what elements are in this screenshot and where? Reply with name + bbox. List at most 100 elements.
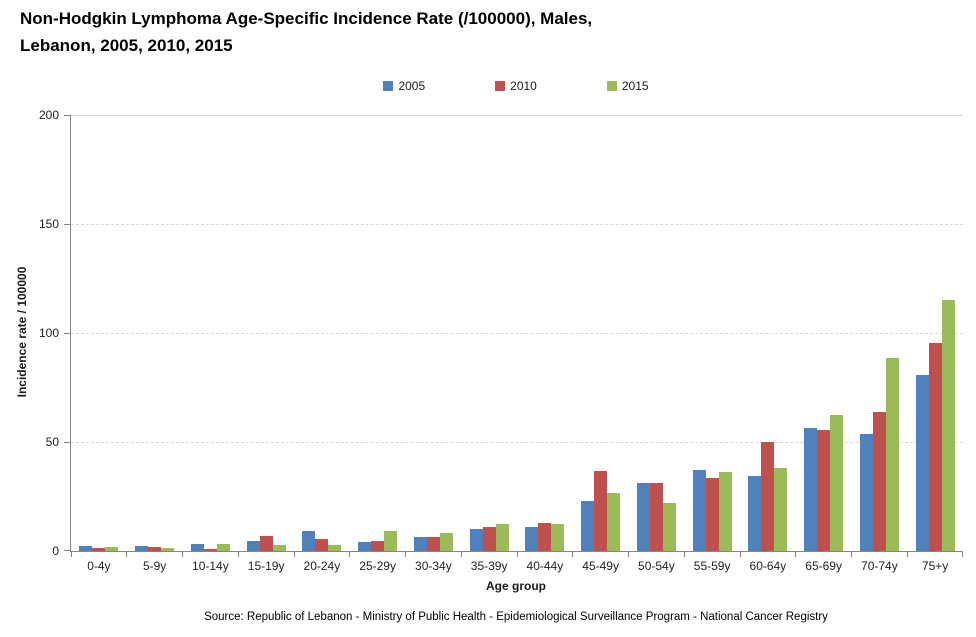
x-axis-title: Age group — [486, 579, 546, 593]
bar-2005-65-69y — [804, 427, 818, 551]
bar-2010-30-34y — [426, 536, 440, 551]
x-axis-label-15-19y: 15-19y — [247, 559, 285, 573]
x-axis-label-50-54y: 50-54y — [638, 559, 675, 573]
x-axis-label-10-14y: 10-14y — [192, 559, 229, 573]
bar-2010-35-39y — [482, 527, 496, 551]
bar-2005-0-4y — [79, 546, 93, 551]
x-axis-tick — [628, 552, 629, 557]
legend: 2005 2010 2015 — [70, 79, 962, 93]
bar-2015-60-64y — [774, 467, 788, 551]
bar-group-35-39y — [469, 523, 509, 551]
legend-swatch-2005 — [383, 81, 394, 91]
bar-2015-55-59y — [718, 471, 732, 551]
bar-group-20-24y — [302, 530, 342, 551]
x-axis-tick — [70, 552, 72, 557]
bar-2015-10-14y — [216, 544, 230, 551]
bar-2010-75+y — [928, 343, 942, 551]
bar-2010-25-29y — [371, 540, 385, 551]
bar-group-75+y — [915, 299, 955, 551]
x-axis-tick — [349, 552, 351, 557]
bar-2015-5-9y — [161, 548, 175, 551]
bar-2005-50-54y — [636, 483, 650, 551]
bar-2005-45-49y — [581, 501, 595, 551]
x-axis-tick — [126, 552, 128, 557]
bar-2010-50-54y — [649, 483, 663, 551]
chart-title-line1: Non-Hodgkin Lymphoma Age-Specific Incide… — [20, 9, 593, 28]
x-axis-tick — [851, 552, 852, 557]
y-axis-tick — [64, 550, 70, 551]
bar-2015-65-69y — [830, 415, 844, 551]
bar-2005-25-29y — [358, 542, 372, 551]
bar-2005-15-19y — [246, 541, 260, 551]
bar-2010-0-4y — [92, 548, 106, 551]
legend-item-2015: 2015 — [606, 79, 649, 93]
bar-2005-70-74y — [859, 434, 873, 551]
bar-2010-40-44y — [538, 522, 552, 551]
legend-label-2015: 2015 — [621, 79, 649, 93]
bar-group-50-54y — [636, 483, 676, 551]
x-axis-label-55-59y: 55-59y — [693, 559, 731, 573]
x-axis-label-25-29y: 25-29y — [359, 559, 396, 573]
bar-group-65-69y — [804, 415, 844, 551]
y-axis-tick-label: 0 — [52, 544, 59, 558]
bar-2005-30-34y — [413, 537, 427, 551]
chart-title: Non-Hodgkin Lymphoma Age-Specific Incide… — [20, 5, 592, 59]
x-axis-label-60-64y: 60-64y — [749, 559, 787, 573]
x-axis-tick — [572, 552, 574, 557]
bar-group-70-74y — [859, 357, 899, 551]
chart-title-line2: Lebanon, 2005, 2010, 2015 — [20, 36, 233, 55]
bar-2010-70-74y — [872, 412, 886, 551]
gridline-100 — [71, 332, 963, 334]
x-axis-label-20-24y: 20-24y — [303, 559, 341, 573]
bar-2010-45-49y — [594, 471, 608, 551]
legend-item-2005: 2005 — [383, 79, 425, 93]
bar-2015-35-39y — [495, 523, 509, 551]
x-axis-tick — [237, 552, 239, 557]
bar-2015-25-29y — [384, 531, 398, 551]
x-axis-label-45-49y: 45-49y — [582, 559, 619, 573]
x-axis-label-0-4y: 0-4y — [87, 559, 111, 573]
bar-2010-60-64y — [761, 442, 775, 551]
x-axis-tick — [516, 552, 518, 557]
bar-group-55-59y — [692, 470, 732, 551]
legend-label-2010: 2010 — [510, 79, 537, 93]
bar-2015-30-34y — [439, 533, 453, 551]
plot-area: 0 50 100 150 200 0-4y 5-9y 10-14y 15-19y 20-24y 25… — [39, 108, 963, 573]
bar-2015-40-44y — [551, 524, 565, 551]
legend-item-2010: 2010 — [495, 79, 537, 93]
bar-group-15-19y — [246, 536, 286, 551]
x-axis-label-35-39y: 35-39y — [470, 559, 508, 573]
x-axis-tick — [460, 552, 462, 557]
source-text: Source: Republic of Lebanon - Ministry o… — [204, 611, 828, 623]
bar-group-10-14y — [190, 544, 230, 551]
x-axis-tick — [293, 552, 295, 557]
bar-2005-5-9y — [135, 545, 149, 551]
bar-2015-45-49y — [607, 493, 621, 551]
x-axis-tick — [405, 552, 406, 557]
bar-2005-40-44y — [525, 527, 539, 551]
legend-label-2005: 2005 — [398, 79, 426, 93]
bar-group-60-64y — [748, 442, 788, 551]
bar-2015-20-24y — [328, 544, 342, 551]
x-axis-label-5-9y: 5-9y — [142, 559, 167, 573]
x-axis-label-40-44y: 40-44y — [526, 559, 564, 573]
y-axis-tick-label: 50 — [45, 435, 59, 449]
y-axis-tick-label: 200 — [38, 108, 59, 122]
bar-2015-15-19y — [272, 544, 286, 551]
x-axis-tick — [182, 552, 183, 557]
bar-2015-70-74y — [885, 357, 899, 551]
bar-2010-10-14y — [203, 549, 217, 551]
x-axis-label-75+y: 75+y — [921, 559, 949, 573]
bar-group-25-29y — [358, 531, 398, 551]
y-axis-tick-label: 100 — [38, 326, 59, 340]
gridline-50 — [71, 441, 963, 443]
gridline-150 — [71, 223, 963, 225]
x-axis-tick — [962, 552, 963, 557]
x-axis-label-70-74y: 70-74y — [861, 559, 898, 573]
bar-2005-60-64y — [748, 476, 762, 551]
bar-group-40-44y — [525, 522, 565, 551]
bar-group-30-34y — [413, 533, 453, 551]
bar-2005-35-39y — [469, 528, 483, 551]
y-axis-title: Incidence rate / 100000 — [15, 266, 29, 398]
x-axis-tick — [795, 552, 797, 557]
